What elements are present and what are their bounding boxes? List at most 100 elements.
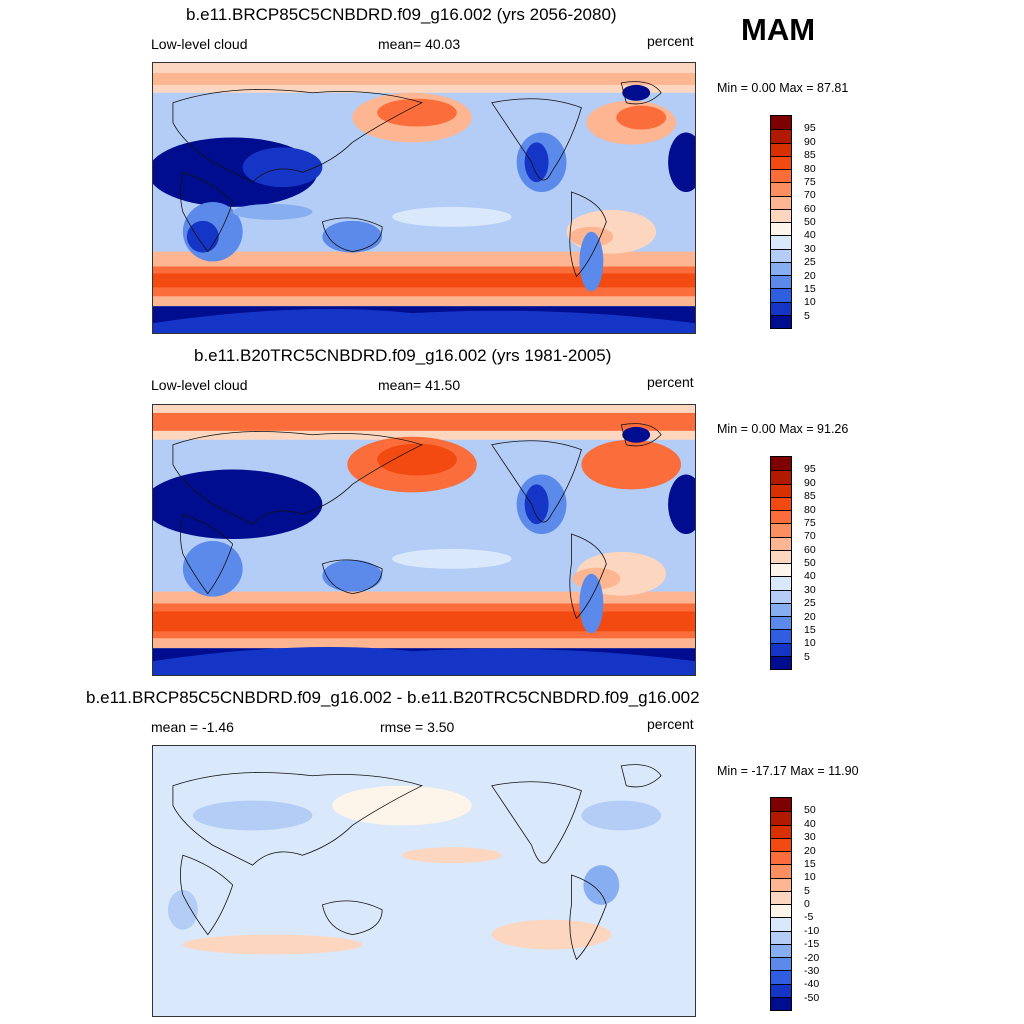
colorbar-swatch [771,864,791,878]
colorbar-swatch [771,798,791,812]
colorbar-swatch [771,837,791,851]
colorbar-swatch [771,851,791,865]
colorbar-tick-label: 25 [804,597,816,610]
colorbar-swatch [771,483,791,497]
colorbar-swatch [771,510,791,524]
colorbar-swatch [771,904,791,918]
colorbar-tick-label: 5 [804,650,810,663]
colorbar-swatch [771,877,791,891]
colorbar-swatch [771,222,791,236]
colorbar-swatch [771,930,791,944]
colorbar-swatch [771,655,791,669]
colorbar-tick-label: -10 [804,924,820,937]
colorbar [770,115,792,329]
mean-label: mean = -1.46 [151,719,234,735]
colorbar-swatch [771,129,791,143]
colorbar-tick-label: -50 [804,991,820,1004]
mean-label: mean= 40.03 [378,36,461,52]
colorbar-tick-label: 40 [804,817,816,830]
colorbar-swatch [771,917,791,931]
colorbar-tick-label: 30 [804,583,816,596]
colorbar-swatch [771,208,791,222]
colorbar-swatch [771,589,791,603]
colorbar-swatch [771,811,791,825]
colorbar-swatch [771,261,791,275]
colorbar-swatch [771,576,791,590]
min-max-label: Min = 0.00 Max = 91.26 [717,422,849,436]
colorbar-swatch [771,235,791,249]
colorbar-swatch [771,275,791,289]
colorbar-swatch [771,996,791,1010]
colorbar-tick-label: 40 [804,570,816,583]
colorbar-swatch [771,983,791,997]
panel-title: b.e11.B20TRC5CNBDRD.f09_g16.002 (yrs 198… [194,346,612,365]
colorbar-tick-label: 5 [804,309,810,322]
colorbar-swatch [771,824,791,838]
colorbar-tick-label: 80 [804,503,816,516]
colorbar-tick-label: 10 [804,637,816,650]
colorbar-swatch [771,957,791,971]
colorbar-tick-label: 50 [804,804,816,817]
colorbar-tick-label: 85 [804,490,816,503]
colorbar-tick-label: 95 [804,463,816,476]
colorbar-swatch [771,169,791,183]
colorbar-tick-label: 20 [804,844,816,857]
colorbar-swatch [771,523,791,537]
colorbar-tick-label: 80 [804,162,816,175]
colorbar-tick-label: 50 [804,216,816,228]
mean-label: mean= 41.50 [378,377,461,393]
colorbar-swatch [771,549,791,563]
colorbar-swatch [771,248,791,262]
colorbar-swatch [771,116,791,130]
colorbar-swatch [771,142,791,156]
colorbar [770,456,792,670]
colorbar-swatch [771,943,791,957]
min-max-label: Min = 0.00 Max = 87.81 [717,81,849,95]
variable-label: Low-level cloud [151,36,248,52]
rmse-label: rmse = 3.50 [380,719,455,735]
cloud-map-difference [152,745,696,1017]
colorbar-tick-label: -5 [804,911,814,924]
colorbar-swatch [771,301,791,315]
colorbar-swatch [771,890,791,904]
colorbar-tick-label: 30 [804,831,816,844]
cloud-map-historical [152,404,696,676]
colorbar-tick-label: 10 [804,871,816,884]
colorbar-tick-label: 75 [804,175,816,188]
units-label: percent [647,33,694,49]
colorbar-swatch [771,470,791,484]
colorbar-tick-label: -20 [804,951,820,964]
colorbar-tick-label: 60 [804,543,816,556]
colorbar-tick-label: 15 [804,282,816,295]
colorbar-tick-label: 20 [804,269,816,282]
colorbar-tick-label: -15 [804,938,820,951]
colorbar-tick-label: 40 [804,229,816,242]
panel-title: b.e11.BRCP85C5CNBDRD.f09_g16.002 (yrs 20… [186,5,617,24]
colorbar-tick-label: 85 [804,149,816,162]
colorbar-swatch [771,629,791,643]
colorbar-tick-label: 70 [804,530,816,543]
colorbar-tick-label: 5 [804,884,810,897]
variable-label: Low-level cloud [151,377,248,393]
min-max-label: Min = -17.17 Max = 11.90 [717,764,859,778]
colorbar-swatch [771,288,791,302]
colorbar-tick-label: 25 [804,256,816,269]
colorbar-swatch [771,602,791,616]
colorbar-swatch [771,616,791,630]
colorbar-tick-label: 15 [804,623,816,636]
colorbar-tick-label: 10 [804,296,816,309]
colorbar-tick-label: 0 [804,898,810,910]
colorbar-tick-label: 30 [804,242,816,255]
colorbar-swatch [771,563,791,577]
units-label: percent [647,374,694,390]
colorbar-tick-label: 50 [804,557,816,569]
units-label: percent [647,716,694,732]
season-label: MAM [741,12,816,47]
colorbar-tick-label: -30 [804,964,820,977]
colorbar [770,797,792,1011]
colorbar-tick-label: 90 [804,135,816,148]
colorbar-swatch [771,182,791,196]
colorbar-swatch [771,496,791,510]
colorbar-tick-label: 20 [804,610,816,623]
colorbar-swatch [771,314,791,328]
